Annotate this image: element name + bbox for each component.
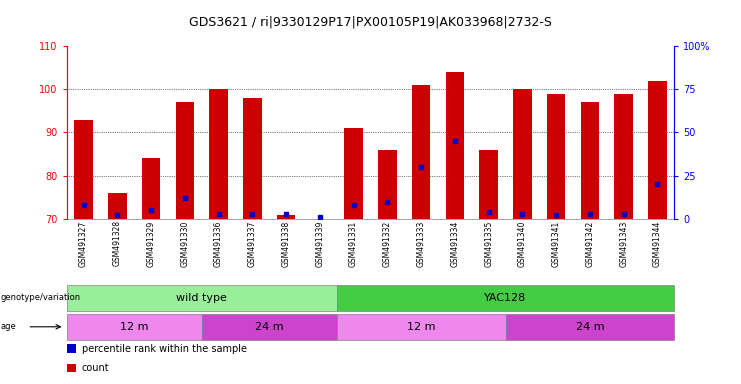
Text: count: count [82, 363, 109, 373]
Bar [412, 85, 431, 219]
Bar [108, 193, 127, 219]
Bar [209, 89, 228, 219]
Bar [648, 81, 667, 219]
Text: 12 m: 12 m [407, 322, 436, 332]
Text: 24 m: 24 m [255, 322, 284, 332]
Text: percentile rank within the sample: percentile rank within the sample [82, 344, 247, 354]
Text: wild type: wild type [176, 293, 227, 303]
Bar [513, 89, 532, 219]
Text: GDS3621 / ri|9330129P17|PX00105P19|AK033968|2732-S: GDS3621 / ri|9330129P17|PX00105P19|AK033… [189, 15, 552, 28]
Bar [74, 119, 93, 219]
Bar [547, 94, 565, 219]
Text: 24 m: 24 m [576, 322, 604, 332]
Text: YAC128: YAC128 [485, 293, 527, 303]
Bar [378, 150, 396, 219]
Bar [614, 94, 633, 219]
Bar [176, 102, 194, 219]
Bar [277, 215, 296, 219]
Bar [345, 128, 363, 219]
Text: 12 m: 12 m [120, 322, 148, 332]
Bar [445, 72, 464, 219]
Text: age: age [1, 322, 16, 331]
Bar [243, 98, 262, 219]
Bar [142, 158, 160, 219]
Bar [479, 150, 498, 219]
Text: genotype/variation: genotype/variation [1, 293, 81, 303]
Bar [581, 102, 599, 219]
